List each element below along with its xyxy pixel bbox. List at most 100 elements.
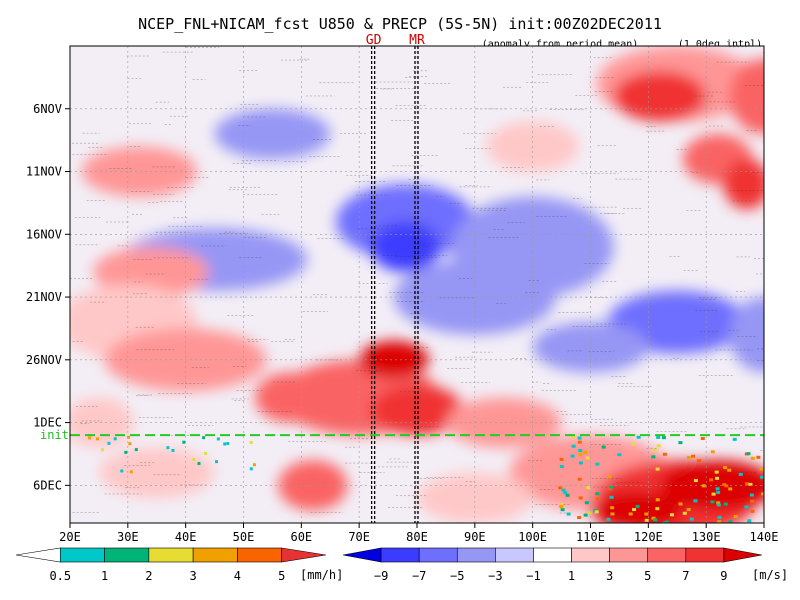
marker-label: MR: [409, 33, 425, 48]
wind-color-swatch: [380, 547, 420, 563]
precip-color-swatch: [104, 547, 150, 563]
y-tick-label: 6DEC: [33, 478, 62, 492]
precip-speck: [606, 517, 611, 521]
x-tick-label: 130E: [692, 530, 721, 544]
wind-patch: [93, 246, 209, 298]
wind-level-label: 5: [644, 569, 651, 583]
wind-color-swatch: [418, 547, 458, 563]
precip-speck: [559, 465, 564, 469]
wind-level-label: 9: [720, 569, 727, 583]
x-tick-label: 70E: [348, 530, 370, 544]
precip-color-swatch: [59, 547, 105, 563]
precip-speck: [585, 456, 590, 460]
plot-area: [70, 46, 764, 523]
precip-speck: [134, 448, 138, 452]
wind-color-swatch: [533, 547, 572, 563]
wind-level-label: 3: [606, 569, 613, 583]
precip-speck: [577, 477, 582, 481]
precip-speck: [249, 467, 253, 471]
precip-speck: [689, 517, 694, 521]
precip-color-swatch: [15, 547, 61, 563]
x-tick-label: 30E: [117, 530, 139, 544]
wind-level-label: −1: [526, 569, 540, 583]
precip-speck: [700, 437, 705, 441]
wind-patch: [214, 108, 331, 159]
precip-speck: [746, 452, 751, 456]
precip-speck: [655, 507, 660, 511]
precip-speck: [656, 444, 661, 448]
x-tick-label: 100E: [518, 530, 547, 544]
x-tick-label: 80E: [406, 530, 428, 544]
precip-speck: [714, 470, 719, 474]
precip-colorbar: 0.5 1 2 3 4 5: [15, 547, 327, 583]
precip-speck: [587, 511, 592, 515]
precip-speck: [127, 435, 131, 439]
precip-level-label: 3: [190, 569, 197, 583]
precip-speck: [608, 487, 613, 491]
y-tick-label: 16NOV: [26, 227, 62, 241]
wind-patch: [370, 221, 441, 272]
precip-speck: [96, 437, 100, 441]
precip-speck: [760, 475, 764, 479]
wind-level-label: −3: [488, 569, 502, 583]
marker-labels: GD MR: [366, 33, 425, 48]
precip-speck: [644, 512, 649, 516]
precip-texture: [70, 46, 764, 523]
precip-speck: [711, 492, 716, 496]
precip-level-label: 1: [101, 569, 108, 583]
precip-speck: [113, 437, 117, 441]
wind-colorbar: −9 −7 −5 −3 −1 1 3 5 7 9: [342, 547, 763, 583]
wind-patch: [729, 297, 764, 373]
precip-speck: [723, 502, 728, 506]
precip-speck: [748, 482, 753, 486]
precip-speck: [697, 459, 702, 463]
precip-speck: [738, 472, 743, 476]
precip-speck: [202, 436, 206, 440]
precip-speck: [750, 509, 755, 513]
wind-level-label: 1: [568, 569, 575, 583]
precip-speck: [709, 478, 714, 482]
precip-speck: [759, 467, 764, 471]
precip-speck: [101, 448, 105, 452]
precip-speck: [570, 454, 575, 458]
precip-speck: [632, 508, 637, 512]
precip-speck: [558, 486, 563, 490]
precip-speck: [226, 441, 230, 445]
chart-title: NCEP_FNL+NICAM_fcst U850 & PRECP (5S-5N)…: [138, 15, 662, 33]
marker-lines: [370, 46, 419, 523]
wind-patch: [445, 397, 562, 448]
precip-speck: [661, 521, 666, 523]
precip-speck: [571, 444, 576, 448]
wind-patch: [278, 460, 348, 511]
precip-speck: [717, 520, 722, 523]
precip-speck: [166, 446, 170, 450]
wind-level-label: −9: [374, 569, 388, 583]
x-tick-label: 50E: [233, 530, 255, 544]
precip-speck: [715, 476, 720, 480]
chart-subtitle-left: (anomaly from period mean): [482, 39, 639, 50]
precip-level-label: 0.5: [49, 569, 71, 583]
precip-speck: [710, 450, 715, 454]
precip-speck: [609, 485, 614, 489]
precip-speck: [678, 502, 683, 506]
precip-speck: [636, 435, 641, 439]
precip-speck: [578, 453, 583, 457]
precip-speck: [607, 475, 612, 479]
precip-speck: [744, 482, 749, 486]
precip-speck: [760, 492, 764, 496]
precip-speck: [571, 435, 576, 439]
precip-speck: [560, 508, 565, 512]
precip-speck: [566, 512, 571, 516]
precip-speck: [577, 440, 582, 444]
precip-speck: [701, 484, 706, 488]
y-tick-label: 21NOV: [26, 290, 62, 304]
precip-speck: [120, 469, 124, 473]
precip-speck: [732, 437, 737, 441]
precip-speck: [601, 445, 606, 449]
precip-speck: [578, 461, 583, 465]
wind-color-swatch: [456, 547, 496, 563]
precip-speck: [577, 516, 582, 520]
precip-speck: [584, 501, 589, 505]
precip-speck: [583, 513, 588, 517]
precip-speck: [617, 453, 622, 457]
